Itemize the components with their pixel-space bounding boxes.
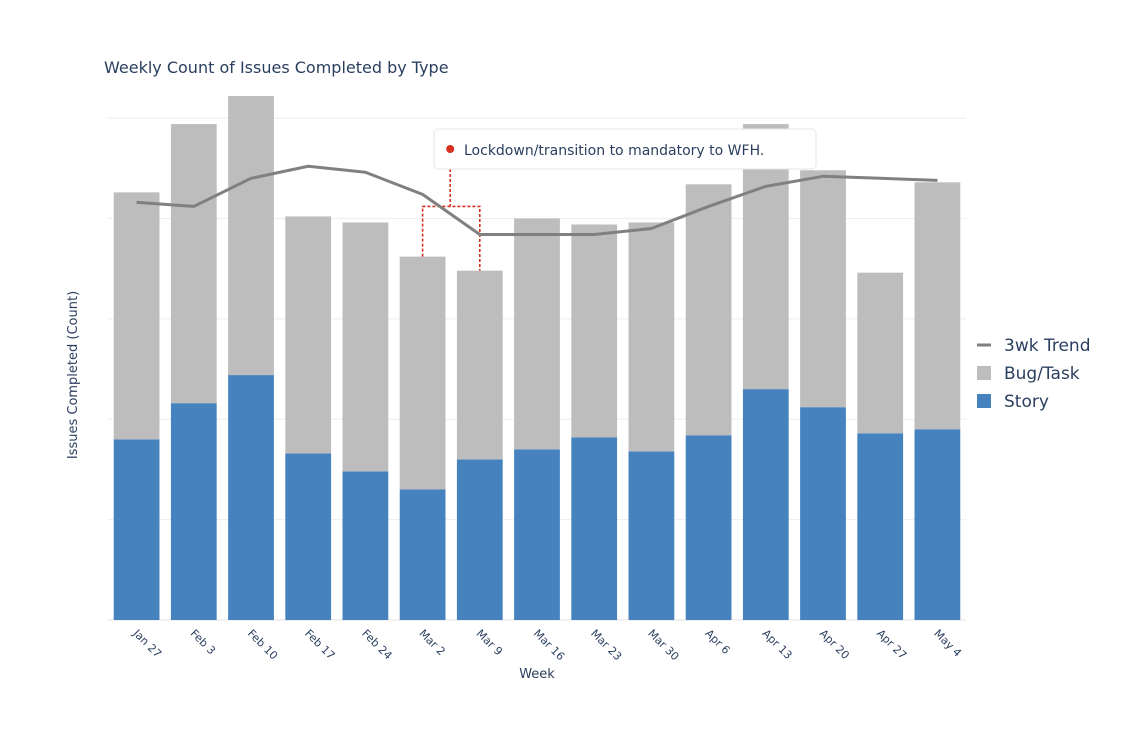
bar-bug-task[interactable] bbox=[228, 95, 274, 376]
legend-swatch bbox=[977, 366, 991, 380]
bar-story[interactable] bbox=[285, 453, 332, 620]
bar-bug-task[interactable] bbox=[113, 192, 160, 440]
bar-story[interactable] bbox=[342, 471, 389, 620]
x-tick-label: Feb 10 bbox=[245, 627, 280, 662]
legend[interactable]: 3wk Trend Bug/Task Story bbox=[977, 336, 1091, 412]
x-tick-label: Mar 16 bbox=[531, 627, 567, 663]
x-tick-label: Feb 3 bbox=[188, 627, 218, 657]
bar-story[interactable] bbox=[228, 375, 274, 620]
bar-story[interactable] bbox=[571, 437, 618, 620]
bar-story[interactable] bbox=[800, 407, 846, 620]
bar-bug-task[interactable] bbox=[170, 124, 217, 404]
x-tick-label: Mar 9 bbox=[474, 627, 505, 658]
legend-item[interactable]: 3wk Trend bbox=[977, 336, 1091, 356]
bar-story[interactable] bbox=[742, 389, 789, 620]
bar-story[interactable] bbox=[514, 449, 560, 620]
trend-line-group bbox=[136, 164, 938, 237]
annotation: Lockdown/transition to mandatory to WFH. bbox=[421, 128, 817, 271]
bar-story[interactable] bbox=[456, 459, 503, 620]
legend-label: 3wk Trend bbox=[1004, 336, 1091, 356]
bar-bug-task[interactable] bbox=[571, 224, 618, 438]
bar-bug-task[interactable] bbox=[285, 216, 332, 454]
bar-story[interactable] bbox=[857, 433, 904, 620]
y-axis-title: Issues Completed (Count) bbox=[66, 291, 81, 459]
bar-story[interactable] bbox=[113, 439, 160, 620]
bar-bug-task[interactable] bbox=[628, 222, 675, 452]
bar-bug-task[interactable] bbox=[514, 218, 560, 450]
bar-bug-task[interactable] bbox=[914, 182, 961, 430]
x-tick-label: Jan 27 bbox=[130, 626, 164, 660]
x-tick-label: Apr 20 bbox=[817, 627, 852, 662]
x-tick-label: May 4 bbox=[931, 627, 964, 660]
x-tick-label: Apr 27 bbox=[874, 627, 909, 662]
x-tick-label: Mar 23 bbox=[588, 627, 624, 663]
x-tick-label: Feb 24 bbox=[359, 627, 394, 662]
legend-label: Bug/Task bbox=[1004, 364, 1080, 384]
annotation-bracket bbox=[421, 205, 481, 271]
legend-label: Story bbox=[1004, 392, 1049, 412]
bar-story[interactable] bbox=[914, 429, 961, 620]
x-tick-label: Apr 6 bbox=[702, 627, 732, 657]
bar-bug-task[interactable] bbox=[800, 170, 846, 408]
bar-bug-task[interactable] bbox=[685, 184, 732, 436]
legend-item[interactable]: Story bbox=[977, 392, 1049, 412]
bar-bug-task[interactable] bbox=[456, 270, 503, 460]
x-tick-label: Mar 2 bbox=[416, 627, 447, 658]
chart-title: Weekly Count of Issues Completed by Type bbox=[104, 58, 449, 77]
bars bbox=[113, 95, 961, 621]
x-tick-label: Mar 30 bbox=[645, 627, 681, 663]
legend-item[interactable]: Bug/Task bbox=[977, 364, 1080, 384]
annotation-marker-icon bbox=[446, 145, 455, 153]
bar-bug-task[interactable] bbox=[857, 272, 904, 434]
x-tick-label: Feb 17 bbox=[302, 627, 337, 662]
annotation-box bbox=[433, 128, 817, 170]
x-axis-title: Week bbox=[519, 667, 555, 682]
bar-story[interactable] bbox=[399, 489, 446, 621]
bar-bug-task[interactable] bbox=[342, 222, 389, 472]
bar-story[interactable] bbox=[685, 435, 732, 620]
x-tick-label: Apr 13 bbox=[760, 627, 795, 662]
bar-story[interactable] bbox=[628, 451, 675, 620]
bar-story[interactable] bbox=[170, 403, 217, 620]
legend-swatch bbox=[977, 394, 991, 408]
trend-line[interactable] bbox=[136, 164, 938, 237]
bar-bug-task[interactable] bbox=[399, 256, 446, 490]
x-axis-ticks: Jan 27 Feb 3 Feb 10 Feb 17 Feb 24 Mar 2 Mar 9 M… bbox=[130, 626, 964, 663]
annotation-text: Lockdown/transition to mandatory to WFH. bbox=[464, 143, 764, 159]
